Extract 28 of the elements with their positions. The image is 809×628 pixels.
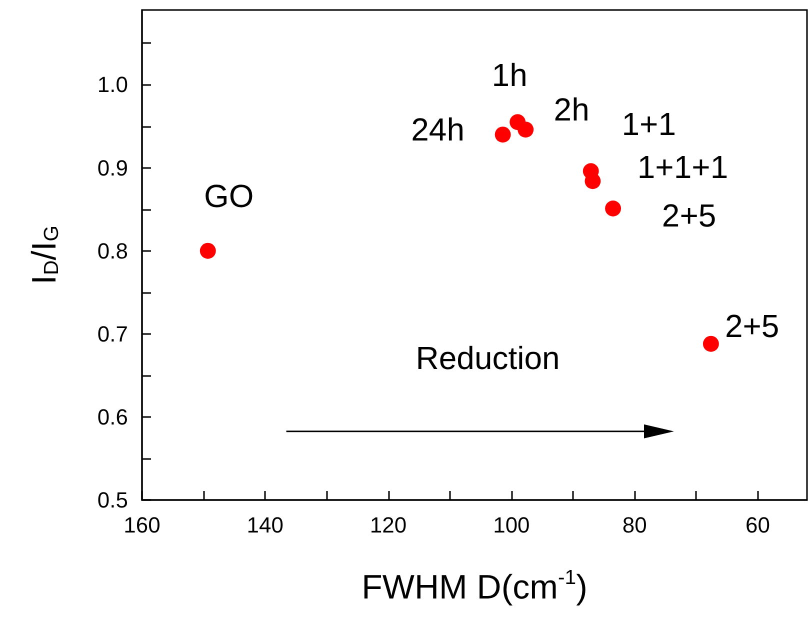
annotation: 1+1+1 [637, 149, 728, 186]
annotation: 1h [492, 57, 528, 94]
annotation: 1+1 [622, 106, 676, 142]
y-tick-label: 0.7 [97, 321, 128, 346]
point [584, 173, 601, 190]
y-tick-label: 0.9 [97, 155, 128, 180]
x-tick-label: 160 [124, 512, 160, 538]
y-tick-label: 1.0 [97, 72, 128, 98]
x-tick-label: 140 [246, 512, 284, 538]
point [702, 336, 719, 352]
annotation: 2+5 [662, 197, 716, 234]
y-tick-label: 0.8 [97, 238, 128, 264]
y-tick-label: 0.5 [97, 488, 128, 512]
point [518, 122, 534, 138]
point [605, 200, 622, 216]
point [494, 126, 511, 143]
x-tick-label: 60 [746, 512, 770, 538]
x-tick-label: 80 [622, 512, 647, 538]
annotation: 2+5 [724, 308, 780, 344]
x-tick-label: 120 [370, 512, 407, 538]
x-tick-label: 100 [493, 512, 530, 538]
annotation: Reduction [416, 340, 560, 376]
y-tick-label: 0.6 [97, 404, 128, 430]
annotation: 24h [411, 112, 465, 148]
point [200, 242, 216, 259]
annotation: 2h [554, 92, 590, 128]
y-axis-title: ID/IG [25, 226, 64, 284]
annotation: GO [204, 178, 254, 214]
